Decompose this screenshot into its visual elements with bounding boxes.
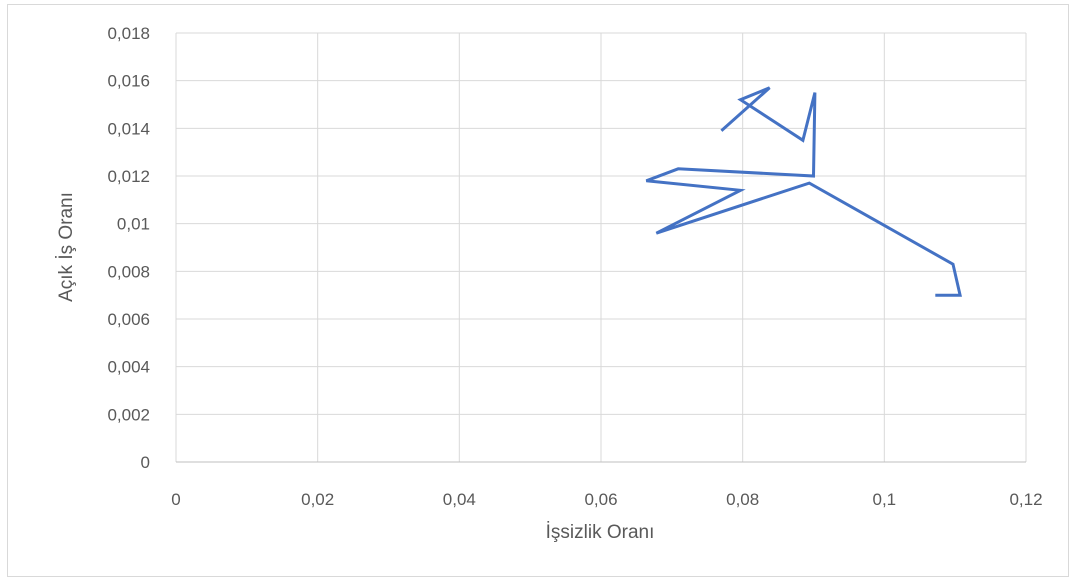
x-tick-label: 0,06	[584, 490, 617, 509]
y-tick-label: 0,004	[107, 358, 150, 377]
y-tick-labels: 0 0,002 0,004 0,006 0,008 0,01 0,012 0,014 0,016…	[107, 24, 150, 472]
y-tick-label: 0,008	[107, 262, 150, 281]
chart-frame	[7, 4, 1069, 577]
x-tick-label: 0,12	[1009, 490, 1042, 509]
series-line	[645, 86, 962, 297]
series-group	[645, 86, 962, 297]
y-tick-label: 0,01	[117, 215, 150, 234]
y-tick-label: 0	[141, 453, 150, 472]
x-tick-labels: 0 0,02 0,04 0,06 0,08 0,1 0,12	[171, 490, 1042, 509]
x-tick-label: 0,02	[301, 490, 334, 509]
x-tick-label: 0,1	[873, 490, 897, 509]
y-tick-label: 0,012	[107, 167, 150, 186]
y-tick-label: 0,016	[107, 72, 150, 91]
x-tick-label: 0,04	[443, 490, 476, 509]
x-axis-title: İşsizlik Oranı	[546, 522, 655, 543]
y-tick-label: 0,002	[107, 405, 150, 424]
y-axis-title: Açık İş Oranı	[56, 192, 77, 302]
y-tick-label: 0,006	[107, 310, 150, 329]
y-tick-label: 0,018	[107, 24, 150, 43]
grid-lines	[175, 32, 1027, 462]
x-tick-label: 0,08	[726, 490, 759, 509]
x-tick-label: 0	[171, 490, 180, 509]
y-tick-label: 0,014	[107, 119, 150, 138]
